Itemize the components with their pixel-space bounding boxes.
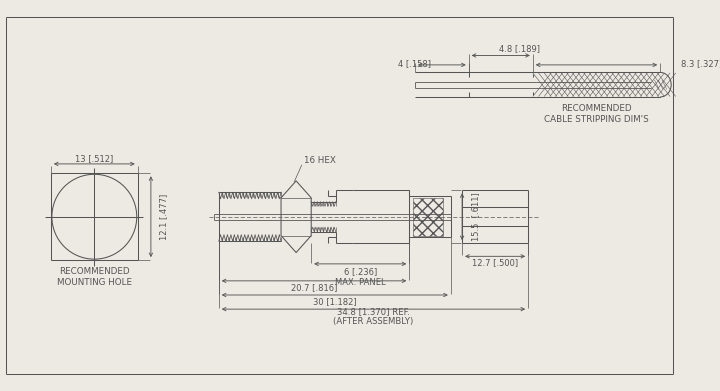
Text: 12.7 [.500]: 12.7 [.500] — [472, 258, 518, 267]
Text: 4.8 [.189]: 4.8 [.189] — [499, 44, 540, 53]
Text: RECOMMENDED
MOUNTING HOLE: RECOMMENDED MOUNTING HOLE — [57, 267, 132, 287]
Text: 6 [.236]
MAX. PANEL: 6 [.236] MAX. PANEL — [335, 267, 386, 287]
Text: 30 [1.182]: 30 [1.182] — [313, 297, 356, 306]
Text: 12.1 [.477]: 12.1 [.477] — [160, 194, 168, 240]
Bar — [413, 198, 444, 236]
Text: RECOMMENDED
CABLE STRIPPING DIM'S: RECOMMENDED CABLE STRIPPING DIM'S — [544, 104, 649, 124]
Text: 13 [.512]: 13 [.512] — [75, 154, 114, 163]
Text: 8.3 [.327]: 8.3 [.327] — [681, 59, 720, 68]
Text: 4 [.158]: 4 [.158] — [398, 59, 431, 68]
Text: 15.5  [.611]: 15.5 [.611] — [471, 192, 480, 241]
Text: 34.8 [1.370] REF.
(AFTER ASSEMBLY): 34.8 [1.370] REF. (AFTER ASSEMBLY) — [333, 307, 413, 326]
Text: 16 HEX: 16 HEX — [304, 156, 336, 165]
Text: 20.7 [.816]: 20.7 [.816] — [291, 283, 337, 292]
